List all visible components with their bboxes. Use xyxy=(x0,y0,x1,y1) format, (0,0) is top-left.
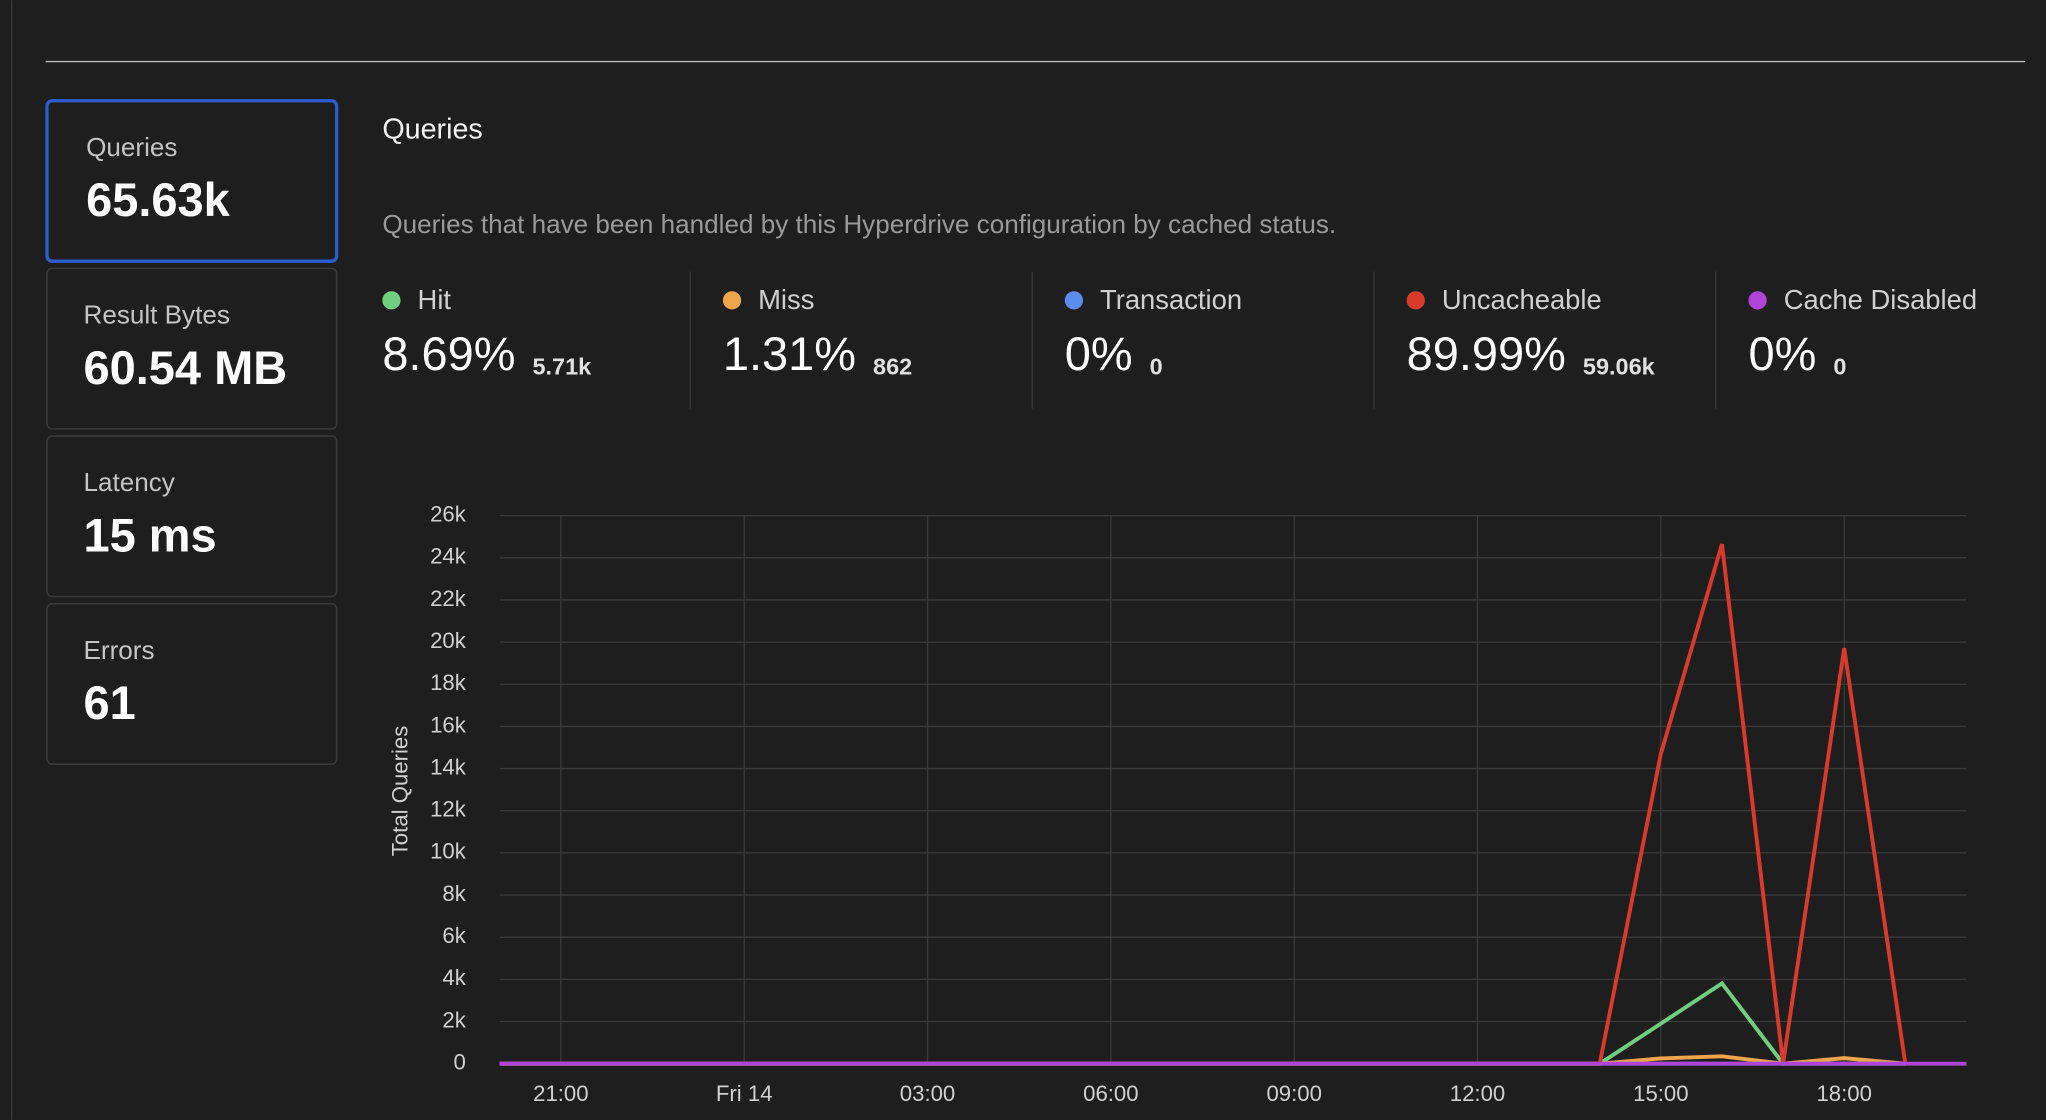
x-tick-label: 18:00 xyxy=(1816,1081,1871,1106)
x-tick-label: Fri 14 xyxy=(716,1081,773,1106)
metric-label: Result Bytes xyxy=(84,300,230,330)
y-tick-label: 22k xyxy=(430,586,467,611)
y-tick-label: 10k xyxy=(430,839,467,864)
metric-value: 61 xyxy=(84,676,136,729)
x-tick-label: 06:00 xyxy=(1083,1081,1138,1106)
legend-dot xyxy=(1748,291,1767,310)
legend-label: Miss xyxy=(758,284,814,315)
y-tick-label: 0 xyxy=(453,1050,465,1075)
legend-label: Uncacheable xyxy=(1442,284,1602,315)
y-tick-label: 12k xyxy=(430,797,467,822)
x-tick-label: 15:00 xyxy=(1633,1081,1688,1106)
metric-label: Latency xyxy=(84,467,175,497)
y-axis-label: Total Queries xyxy=(388,726,413,857)
panel-title: Queries xyxy=(382,113,482,145)
legend-label: Transaction xyxy=(1100,284,1242,315)
panel-description: Queries that have been handled by this H… xyxy=(382,209,1336,239)
metric-card[interactable] xyxy=(46,435,338,598)
metric-label: Queries xyxy=(86,132,177,162)
metric-card[interactable] xyxy=(46,602,338,765)
y-tick-label: 8k xyxy=(442,881,466,906)
stat-percent: 8.69% xyxy=(382,327,515,380)
legend-label: Hit xyxy=(418,284,452,315)
y-tick-label: 2k xyxy=(442,1007,466,1032)
metric-value: 15 ms xyxy=(84,509,217,562)
y-tick-label: 24k xyxy=(430,544,467,569)
y-tick-label: 6k xyxy=(442,923,466,948)
metric-label: Errors xyxy=(84,635,155,665)
y-tick-label: 14k xyxy=(430,754,467,779)
metric-card[interactable] xyxy=(45,99,339,263)
y-tick-label: 4k xyxy=(442,965,466,990)
stat-count: 59.06k xyxy=(1583,353,1656,379)
legend-dot xyxy=(722,291,742,310)
legend-dot xyxy=(1406,291,1425,310)
stat-count: 0 xyxy=(1833,353,1846,379)
stat-percent: 0% xyxy=(1065,327,1133,380)
stat-count: 0 xyxy=(1150,353,1163,379)
y-tick-label: 18k xyxy=(430,670,467,695)
x-tick-label: 21:00 xyxy=(533,1081,588,1106)
stat-percent: 1.31% xyxy=(723,327,856,380)
stat-count: 862 xyxy=(873,353,912,379)
metric-value: 60.54 MB xyxy=(84,341,288,394)
x-tick-label: 09:00 xyxy=(1266,1081,1321,1106)
stat-percent: 89.99% xyxy=(1407,327,1566,380)
x-tick-label: 12:00 xyxy=(1450,1081,1505,1106)
y-tick-label: 26k xyxy=(430,501,467,526)
legend-label: Cache Disabled xyxy=(1784,284,1977,315)
metric-card[interactable] xyxy=(46,267,338,430)
x-tick-label: 03:00 xyxy=(900,1081,955,1106)
y-tick-label: 16k xyxy=(430,712,467,737)
y-tick-label: 20k xyxy=(430,628,467,653)
stat-count: 5.71k xyxy=(532,353,592,379)
legend-dot xyxy=(1064,291,1084,310)
legend-dot xyxy=(382,291,401,310)
stat-percent: 0% xyxy=(1748,327,1816,380)
metric-value: 65.63k xyxy=(86,173,231,226)
